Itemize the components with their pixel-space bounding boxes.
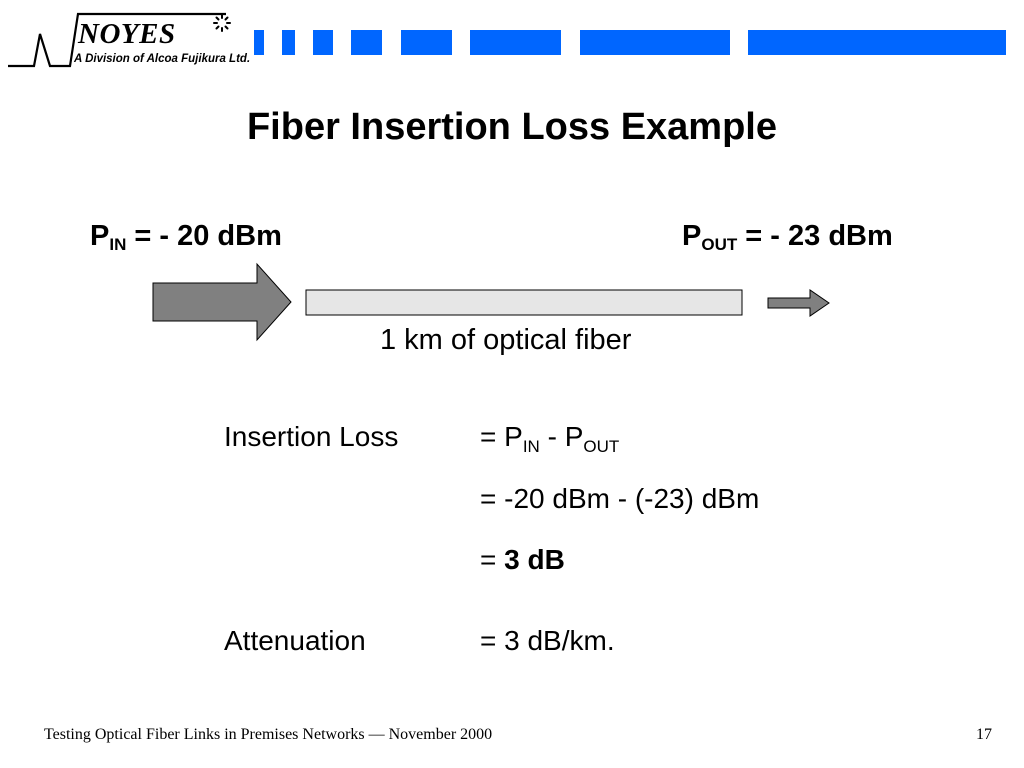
fiber-label: 1 km of optical fiber: [380, 324, 632, 356]
p-out-symbol: P: [682, 220, 702, 252]
attenuation-label: Attenuation: [224, 625, 366, 656]
header-bar: [401, 30, 452, 55]
power-out-label: POUT = - 23 dBm: [682, 220, 893, 254]
attenuation-value: = 3 dB/km.: [480, 625, 615, 656]
header-bar: [313, 30, 333, 55]
header-bar: [470, 30, 561, 55]
il-formula-mid: - P: [539, 421, 584, 452]
header-bar: [748, 30, 1006, 55]
logo-star-icon: [213, 14, 231, 32]
header-bar: [254, 30, 264, 55]
slide-title: Fiber Insertion Loss Example: [246, 106, 778, 148]
il-result-value: 3 dB: [504, 544, 565, 575]
footer-text: Testing Optical Fiber Links in Premises …: [44, 726, 493, 743]
power-in-label: PIN = - 20 dBm: [90, 220, 282, 254]
noyes-logo: [8, 12, 231, 68]
header-bar: [351, 30, 382, 55]
logo-name: NOYES: [78, 18, 176, 50]
insertion-loss-result: = 3 dB: [480, 546, 565, 574]
il-formula-sub-out: OUT: [583, 437, 620, 456]
p-in-subscript: IN: [109, 235, 127, 254]
optical-fiber: [305, 289, 743, 316]
il-formula-prefix: = P: [480, 421, 523, 452]
p-out-value: = - 23 dBm: [745, 220, 893, 252]
p-out-subscript: OUT: [701, 235, 738, 254]
page-number: 17: [976, 726, 992, 743]
output-arrow: [767, 289, 830, 317]
header-bar: [580, 30, 730, 55]
logo-subtitle: A Division of Alcoa Fujikura Ltd.: [74, 53, 251, 65]
logo-signal-line: [8, 12, 226, 68]
p-in-symbol: P: [90, 220, 110, 252]
p-in-value: = - 20 dBm: [134, 220, 282, 252]
input-arrow: [152, 262, 292, 342]
il-result-prefix: =: [480, 544, 505, 575]
insertion-loss-formula: = PIN - POUT: [480, 421, 619, 456]
insertion-loss-substitution: = -20 dBm - (-23) dBm: [480, 483, 760, 514]
insertion-loss-label: Insertion Loss: [224, 421, 399, 452]
header-bar: [282, 30, 295, 55]
il-formula-sub-in: IN: [522, 437, 540, 456]
